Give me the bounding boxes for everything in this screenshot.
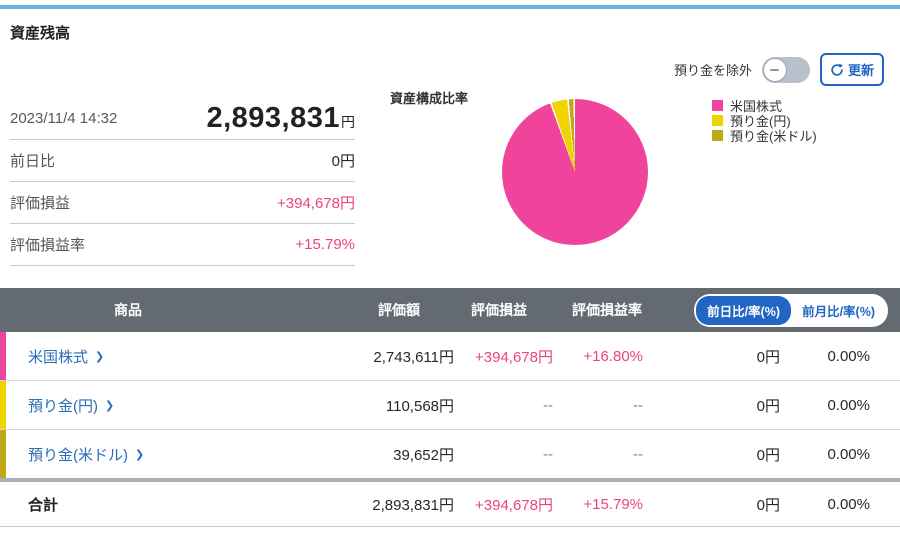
table-header: 商品 評価額 評価損益 評価損益率 前日比/率(%) 前月比/率(%): [0, 288, 900, 332]
header-pl-rate: 評価損益率: [572, 302, 642, 318]
row-accent-us-stocks: [0, 332, 6, 380]
legend-swatch-us-stocks: [712, 100, 723, 111]
refresh-icon: [831, 63, 843, 76]
summary-pl-row: 評価損益 +394,678円: [10, 182, 355, 224]
table-row-total: 合計 2,893,831円 +394,678円 +15.79% 0円 0.00%: [0, 482, 900, 527]
cell-day-change: 0円: [756, 397, 780, 415]
period-toggle-daily[interactable]: 前日比/率(%): [696, 295, 792, 325]
legend-item-us-stocks: 米国株式: [712, 99, 817, 114]
header-controls: 預り金を除外 更新: [674, 53, 884, 86]
chevron-right-icon: ❯: [105, 399, 115, 412]
summary-pl-rate-row: 評価損益率 +15.79%: [10, 224, 355, 266]
header-pl: 評価損益: [471, 302, 527, 318]
row-accent-deposit-usd: [0, 430, 6, 478]
day-change-label: 前日比: [10, 153, 56, 170]
product-link-us-stocks[interactable]: 米国株式 ❯: [28, 348, 105, 366]
summary-panel: 2023/11/4 14:32 2,893,831円 前日比 0円 評価損益 +…: [10, 97, 355, 266]
pl-rate-label: 評価損益率: [10, 237, 86, 254]
cell-valuation: 2,743,611円: [373, 348, 454, 366]
legend-label-deposit-yen: 預り金(円): [730, 114, 791, 129]
cell-total-day-change-rate: 0.00%: [827, 495, 870, 513]
product-link-deposit-yen[interactable]: 預り金(円) ❯: [28, 397, 115, 415]
asset-composition-pie-chart: [502, 99, 648, 245]
cell-pl: --: [543, 445, 553, 463]
cell-pl: --: [543, 396, 553, 414]
top-accent-bar: [0, 5, 900, 9]
cell-day-change: 0円: [756, 446, 780, 464]
page-title: 資産残高: [10, 25, 71, 42]
summary-day-change-row: 前日比 0円: [10, 140, 355, 182]
period-toggle: 前日比/率(%) 前月比/率(%): [694, 293, 888, 327]
legend-item-deposit-usd: 預り金(米ドル): [712, 129, 817, 144]
refresh-button[interactable]: 更新: [819, 53, 884, 86]
cell-total-pl-rate: +15.79%: [583, 495, 643, 513]
pie-legend: 米国株式 預り金(円) 預り金(米ドル): [712, 99, 817, 144]
pie-chart-title: 資産構成比率: [390, 91, 469, 106]
period-toggle-monthly[interactable]: 前月比/率(%): [791, 295, 886, 325]
cell-valuation: 39,652円: [393, 446, 454, 464]
legend-swatch-deposit-usd: [712, 130, 723, 141]
table-row-deposit-yen: 預り金(円) ❯ 110,568円 -- -- 0円 0.00%: [0, 381, 900, 430]
header-valuation: 評価額: [378, 302, 420, 318]
total-label: 合計: [28, 496, 59, 514]
toggle-off-dash-icon: [770, 68, 780, 71]
pl-value: +394,678円: [277, 195, 355, 212]
summary-total-row: 2023/11/4 14:32 2,893,831円: [10, 97, 355, 140]
table-row-us-stocks: 米国株式 ❯ 2,743,611円 +394,678円 +16.80% 0円 0.…: [0, 332, 900, 381]
total-asset-value: 2,893,831円: [206, 101, 355, 134]
cell-day-change-rate: 0.00%: [827, 396, 870, 414]
cell-total-valuation: 2,893,831円: [372, 496, 454, 514]
pl-label: 評価損益: [10, 195, 71, 212]
cell-day-change: 0円: [756, 348, 780, 366]
cell-pl-rate: --: [633, 396, 643, 414]
cell-pl-rate: --: [633, 445, 643, 463]
header-product: 商品: [114, 302, 142, 318]
total-divider: [0, 478, 900, 482]
chevron-right-icon: ❯: [95, 350, 105, 363]
cell-day-change-rate: 0.00%: [827, 445, 870, 463]
cell-pl-rate: +16.80%: [583, 347, 643, 365]
day-change-value: 0円: [331, 153, 355, 170]
cell-pl: +394,678円: [475, 348, 553, 366]
timestamp: 2023/11/4 14:32: [10, 109, 118, 127]
cell-day-change-rate: 0.00%: [827, 347, 870, 365]
holdings-table: 商品 評価額 評価損益 評価損益率 前日比/率(%) 前月比/率(%) 米国株式…: [0, 288, 900, 527]
legend-label-deposit-usd: 預り金(米ドル): [730, 129, 817, 144]
period-toggle-wrap: 前日比/率(%) 前月比/率(%): [666, 293, 900, 327]
legend-item-deposit-yen: 預り金(円): [712, 114, 817, 129]
total-asset-unit: 円: [341, 113, 355, 130]
legend-swatch-deposit-yen: [712, 115, 723, 126]
row-accent-deposit-yen: [0, 381, 6, 429]
refresh-button-label: 更新: [847, 63, 874, 78]
exclude-deposits-toggle-label: 預り金を除外: [673, 63, 752, 78]
exclude-deposits-toggle[interactable]: [761, 56, 810, 83]
cell-total-day-change: 0円: [756, 496, 780, 514]
product-link-deposit-usd[interactable]: 預り金(米ドル) ❯: [28, 446, 145, 464]
legend-label-us-stocks: 米国株式: [730, 99, 783, 114]
cell-total-pl: +394,678円: [475, 496, 553, 514]
toggle-knob: [762, 57, 787, 82]
pl-rate-value: +15.79%: [295, 236, 355, 253]
table-row-deposit-usd: 預り金(米ドル) ❯ 39,652円 -- -- 0円 0.00%: [0, 430, 900, 478]
chevron-right-icon: ❯: [135, 448, 145, 461]
cell-valuation: 110,568円: [385, 397, 454, 415]
